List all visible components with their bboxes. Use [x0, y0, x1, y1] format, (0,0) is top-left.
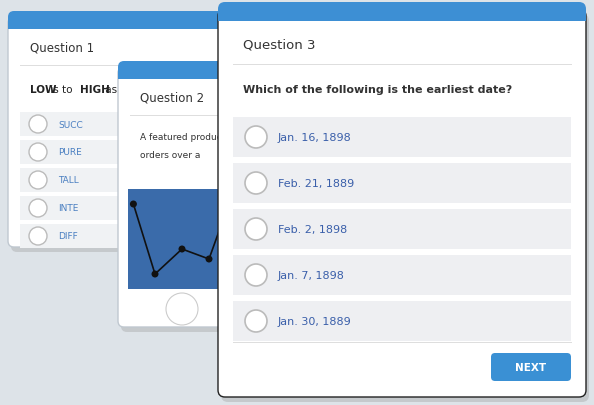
FancyBboxPatch shape: [8, 18, 378, 247]
FancyBboxPatch shape: [221, 15, 589, 402]
Circle shape: [166, 293, 198, 325]
Text: SUCC: SUCC: [58, 120, 83, 129]
Text: A featured product from an internet retailer generted 27, 99, 80, 115, and 213: A featured product from an internet reta…: [140, 133, 497, 142]
Bar: [233, 256, 571, 295]
Circle shape: [29, 228, 47, 245]
Bar: [233, 118, 571, 158]
Bar: [118, 68, 488, 80]
Text: Jan. 16, 1898: Jan. 16, 1898: [278, 133, 352, 143]
Circle shape: [227, 196, 234, 203]
Circle shape: [179, 246, 185, 253]
Bar: [128, 190, 236, 289]
FancyBboxPatch shape: [491, 353, 571, 381]
Text: Feb. 2, 1898: Feb. 2, 1898: [278, 224, 347, 234]
Text: orders over a: orders over a: [140, 151, 200, 160]
Text: is to: is to: [46, 85, 75, 95]
Text: EASY: EASY: [121, 85, 151, 95]
FancyBboxPatch shape: [11, 23, 381, 252]
Circle shape: [29, 200, 47, 217]
Text: Jan. 30, 1889: Jan. 30, 1889: [278, 316, 352, 326]
Circle shape: [29, 172, 47, 190]
Text: LOW: LOW: [30, 85, 56, 95]
Circle shape: [245, 173, 267, 194]
FancyBboxPatch shape: [8, 12, 378, 30]
Circle shape: [245, 310, 267, 332]
Text: Question 1: Question 1: [30, 41, 94, 54]
Text: Which of the following is the earliest date?: Which of the following is the earliest d…: [243, 85, 512, 95]
Text: Feb. 21, 1889: Feb. 21, 1889: [278, 179, 354, 189]
Circle shape: [245, 218, 267, 241]
Bar: [20, 224, 242, 248]
Text: Jan. 7, 1898: Jan. 7, 1898: [278, 270, 345, 280]
Text: NEXT: NEXT: [516, 362, 546, 372]
FancyBboxPatch shape: [218, 3, 586, 22]
Bar: [20, 196, 242, 220]
Circle shape: [130, 201, 137, 208]
Text: Question 2: Question 2: [140, 91, 204, 104]
Text: HIGH: HIGH: [80, 85, 110, 95]
Text: PURE: PURE: [58, 148, 82, 157]
Text: TALL: TALL: [58, 176, 79, 185]
Circle shape: [29, 144, 47, 162]
Text: is to   ?  .: is to ? .: [143, 85, 194, 95]
Bar: [218, 10, 586, 22]
Circle shape: [151, 271, 159, 278]
Bar: [20, 141, 242, 164]
FancyBboxPatch shape: [118, 68, 488, 327]
Circle shape: [245, 264, 267, 286]
Text: DIFF: DIFF: [58, 232, 78, 241]
Bar: [233, 164, 571, 203]
Circle shape: [29, 116, 47, 134]
Bar: [20, 168, 242, 192]
FancyBboxPatch shape: [118, 62, 488, 80]
FancyBboxPatch shape: [121, 73, 491, 332]
Bar: [233, 301, 571, 341]
Text: INTE: INTE: [58, 204, 78, 213]
FancyBboxPatch shape: [218, 10, 586, 397]
Bar: [233, 209, 571, 249]
Bar: [8, 18, 378, 30]
Text: Question 3: Question 3: [243, 38, 315, 51]
Circle shape: [206, 256, 213, 263]
Bar: [20, 113, 242, 136]
Circle shape: [245, 127, 267, 149]
Text: as: as: [102, 85, 121, 95]
